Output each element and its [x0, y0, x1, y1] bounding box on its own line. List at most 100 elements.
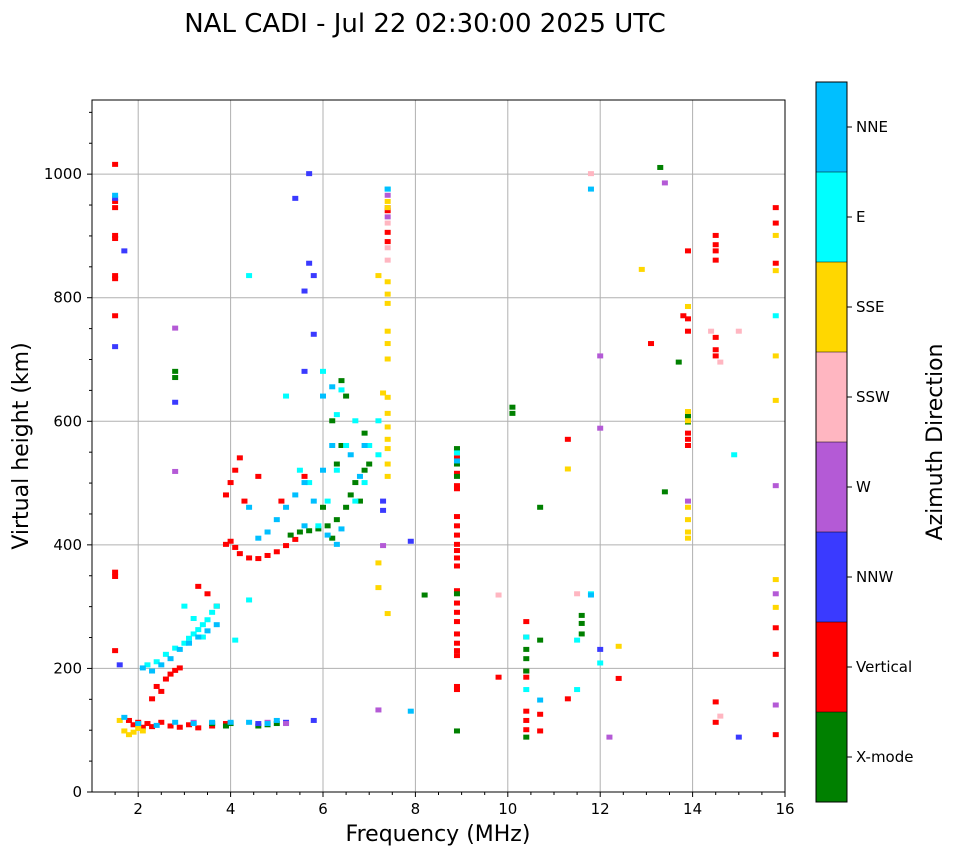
data-point: [213, 603, 220, 609]
data-point: [578, 612, 585, 618]
data-point: [638, 266, 645, 272]
data-point: [144, 721, 151, 727]
data-point: [283, 543, 290, 549]
data-point: [384, 356, 391, 362]
data-point: [296, 529, 303, 535]
data-point: [301, 288, 308, 294]
data-point: [735, 734, 742, 740]
data-point: [135, 721, 142, 727]
data-point: [684, 430, 691, 436]
data-point: [712, 719, 719, 725]
data-point: [407, 708, 414, 714]
colorbar-swatch: [816, 172, 847, 262]
data-point: [772, 732, 779, 738]
data-point: [306, 260, 313, 266]
data-point: [329, 535, 336, 541]
data-point: [712, 699, 719, 705]
colorbar-label: W: [856, 478, 871, 496]
data-point: [324, 498, 331, 504]
data-point: [227, 538, 234, 544]
x-tick-label: 8: [411, 800, 421, 818]
colorbar: X-mode Vertical NNW W SSW SSE E NNE: [815, 81, 913, 803]
data-point: [227, 480, 234, 486]
data-point: [195, 627, 202, 633]
data-point: [772, 604, 779, 610]
data-point: [181, 640, 188, 646]
colorbar-label: SSW: [856, 388, 890, 406]
data-point: [195, 634, 202, 640]
data-point: [453, 555, 460, 561]
data-point: [361, 443, 368, 448]
data-point: [606, 734, 613, 740]
data-point: [356, 498, 363, 504]
data-point: [384, 436, 391, 442]
colorbar-swatch: [816, 82, 847, 172]
data-point: [648, 341, 655, 347]
data-point: [167, 656, 174, 662]
data-point: [453, 609, 460, 615]
data-point: [333, 467, 340, 473]
data-point: [273, 517, 280, 523]
data-point: [264, 721, 271, 727]
data-point: [384, 328, 391, 334]
data-point: [772, 313, 779, 319]
data-point: [310, 273, 317, 279]
data-point: [772, 268, 779, 274]
data-point: [375, 452, 382, 458]
data-point: [523, 634, 530, 640]
data-point: [453, 600, 460, 606]
data-point: [537, 711, 544, 717]
data-point: [680, 313, 687, 319]
series-vertical: [112, 161, 779, 738]
data-point: [384, 473, 391, 479]
data-point: [167, 723, 174, 729]
data-point: [453, 455, 460, 461]
data-point: [384, 410, 391, 416]
data-point: [172, 667, 179, 673]
data-point: [523, 668, 530, 674]
data-point: [712, 334, 719, 340]
data-point: [292, 536, 299, 542]
data-point: [772, 397, 779, 403]
data-point: [453, 631, 460, 637]
data-point: [615, 675, 622, 681]
data-point: [684, 409, 691, 415]
data-point: [190, 631, 197, 637]
data-point: [352, 480, 359, 486]
data-point: [264, 529, 271, 535]
data-point: [384, 229, 391, 235]
data-point: [523, 708, 530, 714]
data-point: [255, 535, 262, 541]
data-point: [246, 504, 253, 510]
data-point: [384, 461, 391, 467]
data-point: [772, 702, 779, 708]
data-point: [324, 532, 331, 538]
data-point: [135, 725, 142, 731]
x-tick-label: 16: [775, 800, 794, 818]
data-point: [453, 728, 460, 734]
data-point: [597, 660, 604, 666]
data-point: [310, 331, 317, 337]
data-point: [310, 498, 317, 504]
data-point: [112, 313, 119, 319]
data-point: [195, 725, 202, 731]
y-tick-label: 400: [53, 536, 82, 554]
colorbar-label: SSE: [856, 298, 885, 316]
data-point: [283, 721, 290, 727]
data-point: [139, 724, 146, 730]
data-point: [384, 611, 391, 617]
data-point: [283, 504, 290, 510]
data-point: [564, 466, 571, 472]
data-point: [453, 473, 460, 479]
colorbar-swatch: [816, 262, 847, 352]
series-e: [144, 186, 779, 693]
data-point: [255, 721, 262, 727]
data-point: [232, 544, 239, 550]
data-point: [380, 498, 387, 504]
grid: [92, 100, 785, 792]
data-point: [523, 674, 530, 680]
x-axis: 2 4 6 8 10 12 14 16: [114, 792, 795, 818]
colorbar-label: X-mode: [856, 748, 913, 766]
data-point: [338, 387, 345, 393]
y-tick-label: 0: [72, 783, 82, 801]
